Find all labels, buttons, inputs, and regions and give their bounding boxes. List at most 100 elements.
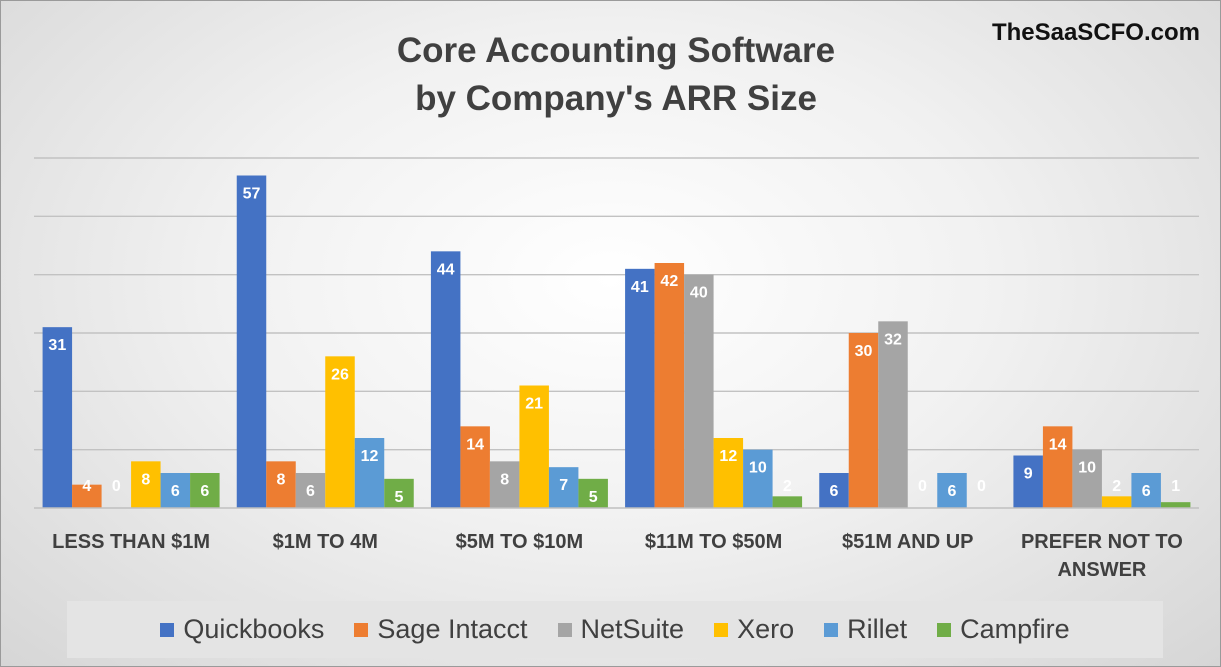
x-tick-label: $11M TO $50M bbox=[645, 531, 782, 553]
bar-sage-intacct bbox=[848, 333, 879, 508]
bar-quickbooks bbox=[625, 268, 655, 508]
data-label: 2 bbox=[783, 478, 792, 495]
data-label: 8 bbox=[277, 471, 286, 488]
bar-campfire bbox=[578, 478, 608, 508]
x-tick-label: PREFER NOT TO ANSWER bbox=[1021, 531, 1183, 581]
legend-item-xero: Xero bbox=[714, 614, 794, 645]
bar-sage-intacct bbox=[654, 263, 685, 508]
data-label: 31 bbox=[48, 337, 66, 354]
x-tick-label: $1M TO 4M bbox=[273, 531, 378, 553]
bar-campfire bbox=[1160, 502, 1191, 508]
bar-quickbooks bbox=[819, 473, 849, 508]
bar-xero bbox=[713, 438, 744, 508]
bar-netsuite bbox=[878, 321, 908, 508]
bar-sage-intacct bbox=[1042, 426, 1073, 508]
legend-swatch bbox=[714, 622, 729, 637]
legend-swatch bbox=[824, 622, 839, 637]
bar-sage-intacct bbox=[460, 426, 490, 508]
bar-rillet bbox=[160, 473, 191, 508]
data-label: 6 bbox=[171, 483, 180, 500]
bar-netsuite bbox=[295, 473, 326, 508]
data-label: 42 bbox=[660, 273, 678, 290]
bar-rillet bbox=[937, 473, 967, 508]
data-label: 12 bbox=[361, 448, 379, 465]
x-tick-label: $51M AND UP bbox=[842, 531, 974, 553]
legend-label: NetSuite bbox=[580, 614, 685, 644]
brand-watermark: TheSaaSCFO.com bbox=[991, 19, 1200, 46]
legend-item-campfire: Campfire bbox=[937, 614, 1070, 645]
data-label: 6 bbox=[1142, 483, 1151, 500]
bar-rillet bbox=[743, 449, 773, 508]
bar-rillet bbox=[548, 467, 579, 508]
data-label: 14 bbox=[466, 436, 484, 453]
chart-title-line-2: by Company's ARR Size bbox=[415, 79, 817, 118]
data-label: 6 bbox=[830, 483, 839, 500]
bar-quickbooks bbox=[1013, 455, 1043, 508]
data-label: 6 bbox=[306, 483, 315, 500]
data-label: 9 bbox=[1024, 466, 1033, 483]
legend-label: Sage Intacct bbox=[377, 614, 528, 644]
bar-xero bbox=[131, 461, 161, 508]
legend-swatch bbox=[557, 622, 572, 637]
data-label: 8 bbox=[500, 471, 509, 488]
x-tick-label: LESS THAN $1M bbox=[52, 531, 210, 553]
legend-item-rillet: Rillet bbox=[824, 614, 907, 645]
data-label: 8 bbox=[141, 471, 150, 488]
bar-quickbooks bbox=[236, 175, 267, 508]
chart-legend: Quickbooks Sage Intacct NetSuite Xero Rillet… bbox=[67, 601, 1163, 658]
data-label: 10 bbox=[1078, 460, 1096, 477]
bar-campfire bbox=[190, 473, 220, 508]
bar-xero bbox=[1101, 496, 1132, 508]
data-label: 30 bbox=[855, 343, 873, 360]
data-label: 10 bbox=[749, 460, 767, 477]
legend-label: Campfire bbox=[960, 614, 1070, 644]
legend-swatch bbox=[160, 622, 175, 637]
chart-title-line-1: Core Accounting Software bbox=[396, 31, 836, 70]
legend-item-netsuite: NetSuite bbox=[557, 614, 685, 645]
bar-xero bbox=[325, 356, 355, 508]
data-label: 44 bbox=[437, 261, 455, 278]
bar-netsuite bbox=[489, 461, 520, 508]
data-label: 5 bbox=[395, 489, 404, 506]
data-label: 21 bbox=[525, 396, 543, 413]
bar-netsuite bbox=[684, 274, 714, 508]
legend-item-quickbooks: Quickbooks bbox=[160, 614, 324, 645]
legend-swatch bbox=[354, 622, 369, 637]
data-label: 2 bbox=[1112, 478, 1121, 495]
data-label: 57 bbox=[243, 186, 261, 203]
bar-campfire bbox=[384, 478, 414, 508]
data-label: 14 bbox=[1049, 436, 1067, 453]
data-label: 4 bbox=[82, 478, 91, 495]
data-label: 40 bbox=[690, 285, 708, 302]
data-label: 41 bbox=[631, 279, 649, 296]
x-tick-label: $5M TO $10M bbox=[456, 531, 583, 553]
bar-rillet bbox=[1131, 473, 1161, 508]
data-label: 32 bbox=[884, 331, 902, 348]
data-label: 6 bbox=[200, 483, 209, 500]
data-label: 0 bbox=[977, 478, 986, 495]
legend-swatch bbox=[937, 622, 952, 637]
bar-sage-intacct bbox=[266, 461, 296, 508]
chart-title: Core Accounting Software by Company's AR… bbox=[256, 27, 976, 123]
legend-label: Rillet bbox=[847, 614, 908, 644]
bar-campfire bbox=[772, 496, 803, 508]
bar-rillet bbox=[354, 438, 385, 508]
data-label: 26 bbox=[331, 366, 349, 383]
data-label: 6 bbox=[948, 483, 957, 500]
data-label: 0 bbox=[918, 478, 927, 495]
bar-quickbooks bbox=[42, 327, 73, 508]
legend-label: Quickbooks bbox=[183, 614, 325, 644]
data-label: 7 bbox=[559, 477, 568, 494]
legend-label: Xero bbox=[737, 614, 795, 644]
data-label: 1 bbox=[1171, 478, 1180, 495]
bar-sage-intacct bbox=[72, 484, 102, 508]
data-label: 0 bbox=[112, 478, 121, 495]
legend-item-sage-intacct: Sage Intacct bbox=[354, 614, 528, 645]
bar-quickbooks bbox=[430, 251, 461, 509]
bar-xero bbox=[519, 385, 549, 508]
bar-netsuite bbox=[1072, 449, 1102, 508]
data-label: 12 bbox=[719, 448, 737, 465]
data-label: 5 bbox=[589, 489, 598, 506]
